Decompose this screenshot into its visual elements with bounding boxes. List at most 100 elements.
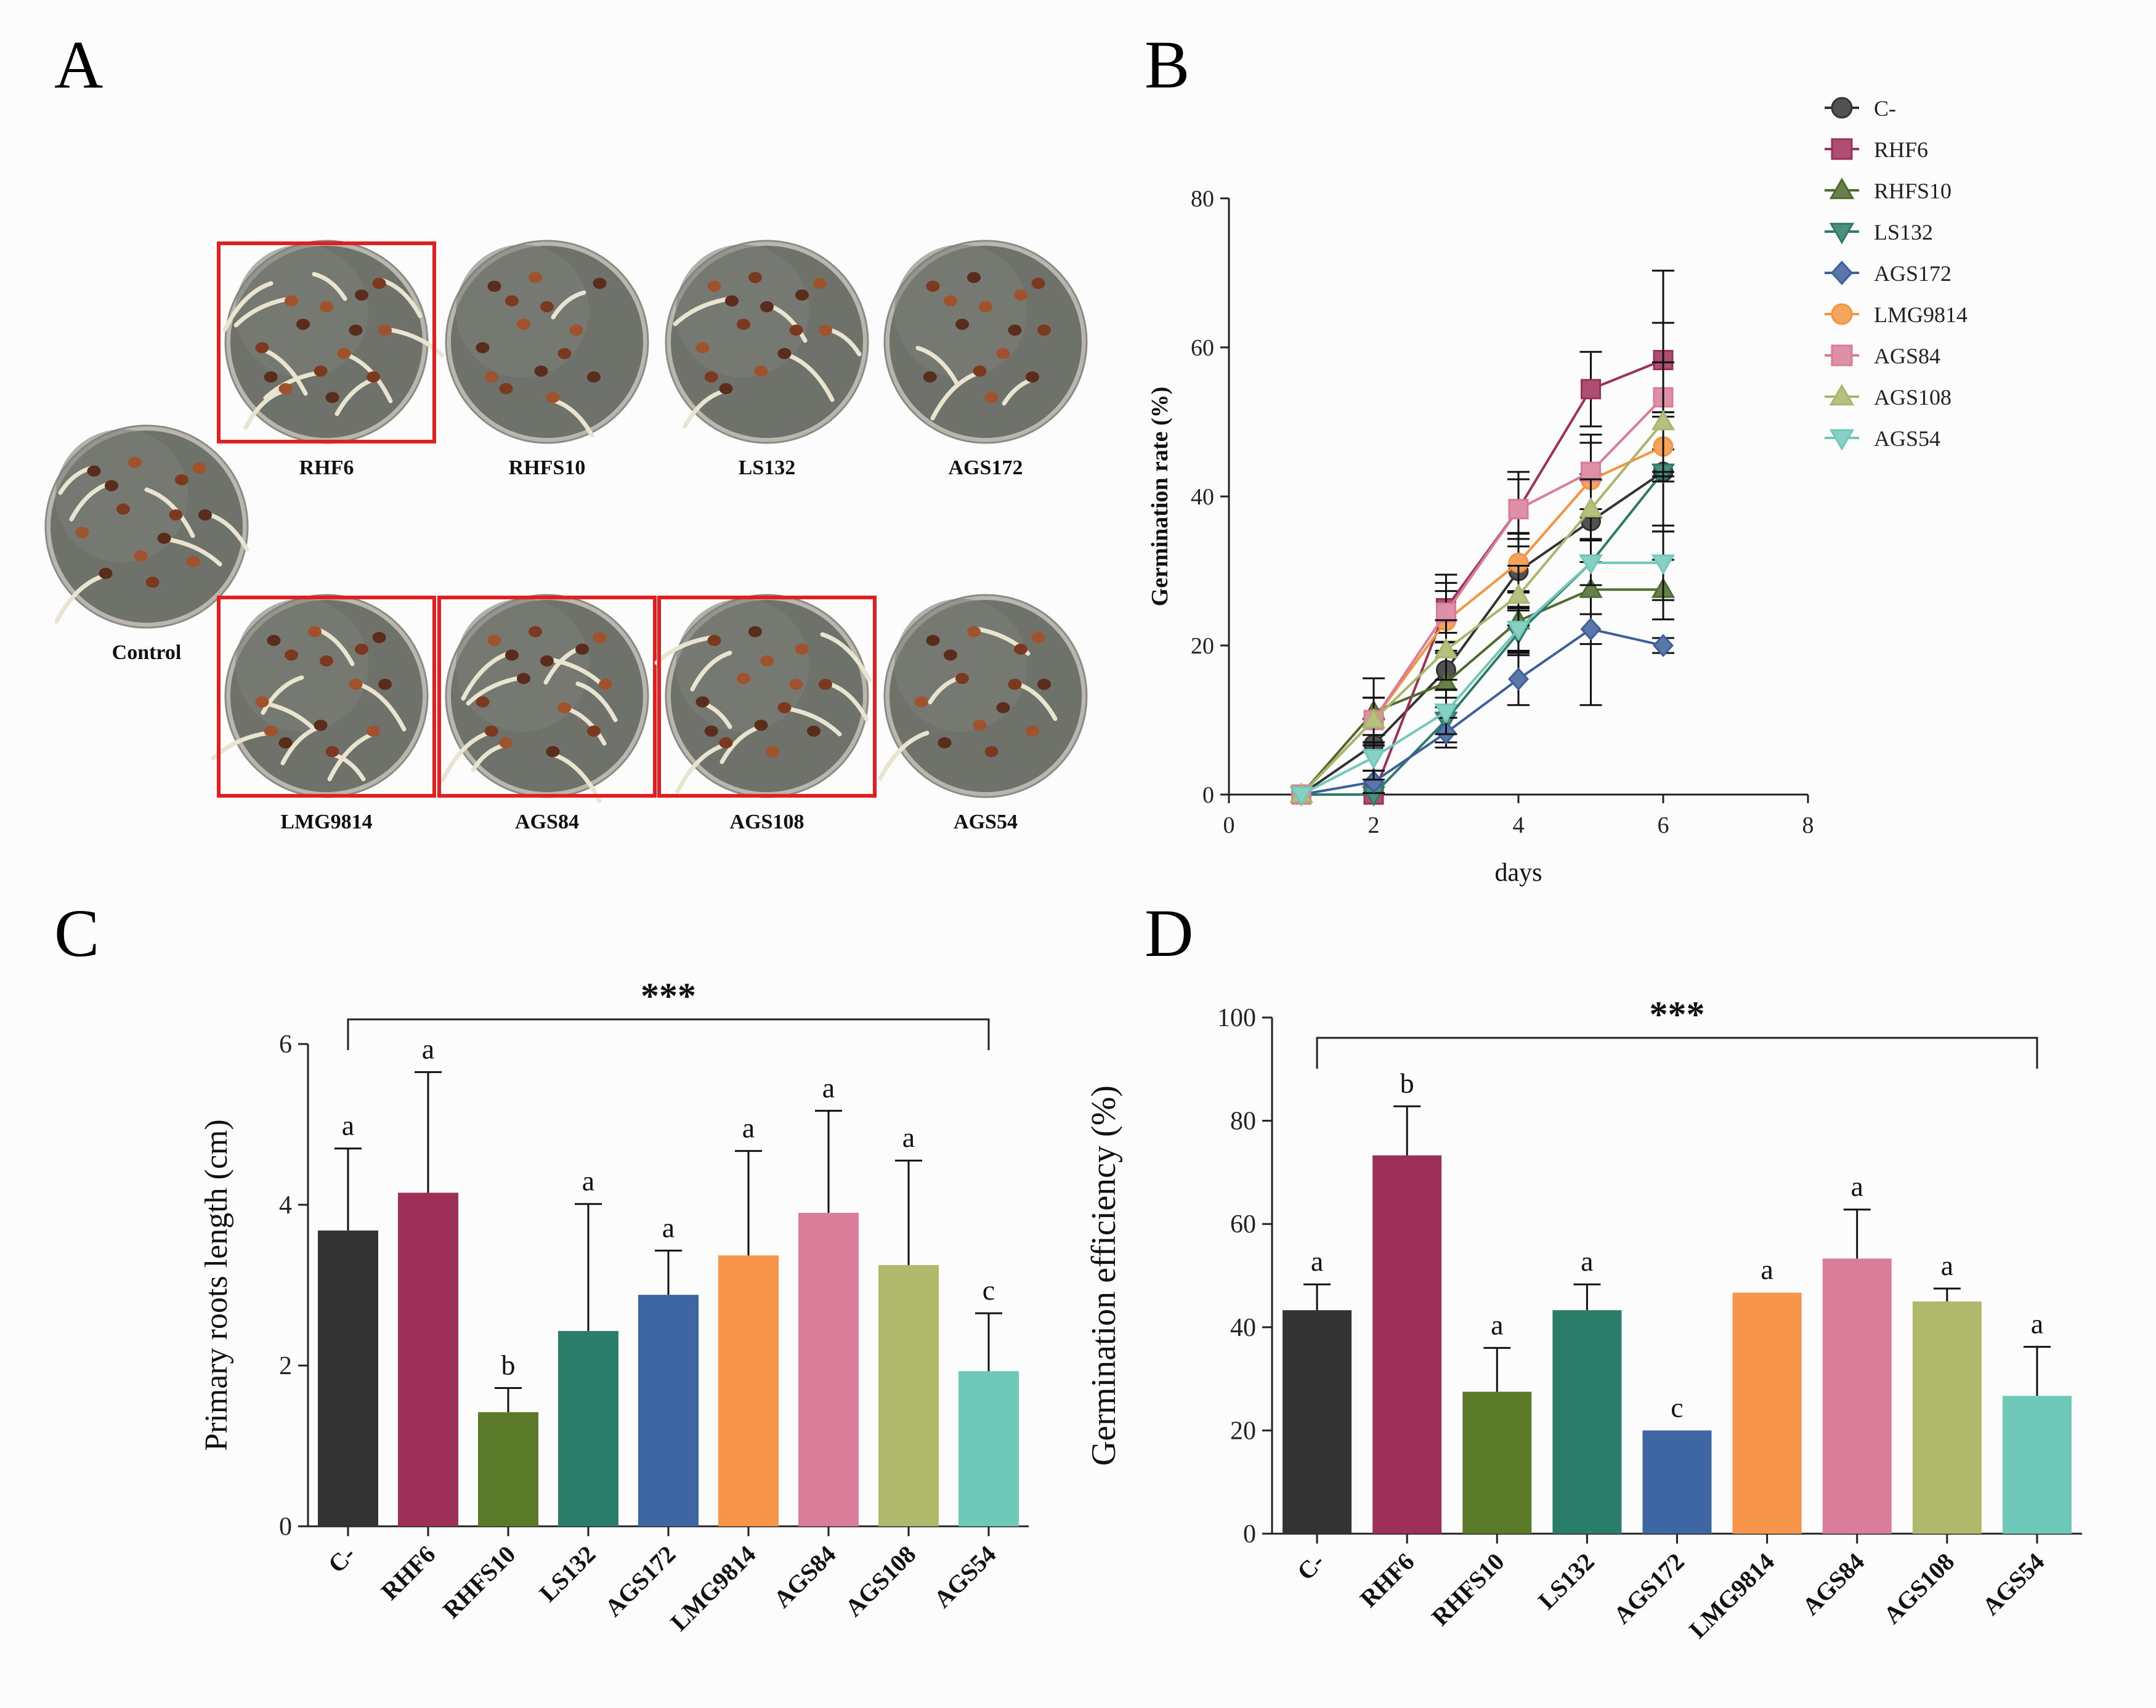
bar-ls132 [1552, 1310, 1622, 1534]
seedling-root [930, 370, 982, 421]
seed [979, 301, 992, 312]
seed [813, 278, 827, 289]
legend-label: LMG9814 [1874, 302, 1968, 327]
marker-triangle-down [1651, 554, 1676, 575]
seedling-root [915, 346, 959, 386]
seed [75, 527, 89, 538]
seed [367, 371, 380, 382]
seed [795, 644, 809, 655]
seed [349, 679, 363, 690]
significance-letter: a [742, 1112, 755, 1144]
y-tick-label: 60 [1191, 335, 1214, 361]
seed [719, 383, 733, 394]
seedling-root [261, 675, 304, 715]
bar-ags108 [1912, 1301, 1982, 1534]
y-axis-title: Germination efficiency (%) [1085, 1085, 1123, 1466]
seed [807, 726, 821, 737]
seed [320, 301, 333, 312]
seed [923, 371, 937, 382]
seedling-root [386, 327, 445, 358]
seed [1037, 679, 1051, 690]
seed [476, 342, 490, 354]
bar-group-c-: aC- [318, 1110, 378, 1578]
seed [737, 318, 750, 330]
marker-diamond [1580, 617, 1602, 641]
bar-ags108 [878, 1265, 939, 1526]
seedling-root [206, 512, 249, 552]
significance-stars: *** [1650, 994, 1705, 1035]
bar-c- [1283, 1310, 1352, 1534]
seed [754, 365, 768, 377]
seed [967, 272, 981, 283]
seed [704, 726, 718, 737]
marker-square [1831, 344, 1853, 366]
marker-diamond [1830, 261, 1854, 285]
legend-item-rhfs10: RHFS10 [1825, 177, 1951, 203]
seed [145, 577, 160, 588]
panel-letter-b: B [1145, 27, 1189, 102]
seed [484, 726, 498, 737]
seed [599, 679, 612, 690]
seed [378, 325, 392, 336]
seed [973, 719, 987, 731]
seed [116, 503, 130, 515]
seedling-root [471, 743, 506, 772]
seed [984, 746, 999, 758]
seed [996, 702, 1010, 713]
seed [499, 737, 513, 748]
seed [546, 746, 560, 758]
seedling-root [263, 370, 323, 400]
seed [355, 644, 368, 655]
seed [593, 632, 607, 643]
seed [944, 295, 957, 307]
seed [1026, 371, 1039, 382]
seed [487, 634, 501, 646]
seed [819, 325, 832, 336]
seed [264, 371, 278, 382]
series-line [1300, 471, 1664, 796]
significance-letter: a [1941, 1250, 1953, 1281]
marker-triangle-down [1289, 786, 1313, 807]
seed [296, 318, 310, 330]
seed [476, 696, 490, 708]
seedling-root [820, 632, 872, 682]
seed [1008, 325, 1022, 336]
legend-item-rhf6: RHF6 [1825, 137, 1928, 162]
panel-letter-c: C [54, 896, 99, 971]
y-tick-label: 80 [1191, 186, 1214, 212]
seed [87, 465, 101, 477]
plate-label-lmg9814: LMG9814 [280, 811, 372, 833]
significance-letter: a [2031, 1308, 2043, 1340]
legend-item-lmg9814: LMG9814 [1825, 302, 1968, 327]
seed [955, 318, 969, 330]
seed [372, 278, 386, 289]
y-tick-label: 20 [1230, 1417, 1256, 1445]
seed [926, 634, 940, 646]
highlight-box [217, 241, 436, 443]
marker-circle [1831, 97, 1853, 119]
bar-rhfs10 [478, 1412, 538, 1526]
seedling-root [783, 352, 835, 402]
seed [308, 626, 322, 637]
x-tick-label: 4 [1513, 812, 1525, 838]
significance-letter: a [1491, 1309, 1503, 1340]
x-tick-label: 6 [1658, 812, 1669, 838]
seed [760, 301, 774, 312]
petri-dish-ags172: AGS172 [883, 240, 1088, 479]
significance-letter: c [1671, 1391, 1683, 1423]
seed [285, 649, 298, 661]
petri-dish-lmg9814: LMG9814 [211, 594, 436, 833]
seed [737, 673, 750, 684]
seed [704, 371, 718, 382]
marker-square [1581, 461, 1601, 482]
petri-dish-rhfs10: RHFS10 [445, 240, 649, 479]
petri-dish-ls132: LS132 [665, 240, 869, 479]
significance-letter: a [342, 1110, 354, 1141]
significance-letter: c [983, 1274, 995, 1306]
seed [255, 696, 269, 708]
seed [278, 737, 293, 748]
seed [944, 649, 957, 661]
plate-label-ags108: AGS108 [730, 811, 804, 833]
